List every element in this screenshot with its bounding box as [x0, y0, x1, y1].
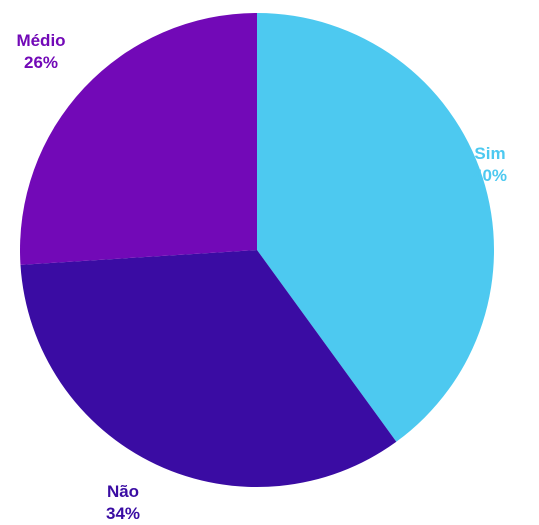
slice-value-medio: 26%: [23, 53, 59, 72]
slice-value-sim: 40%: [472, 166, 508, 185]
pie-slice-nao: [20, 250, 397, 488]
slice-name-nao: Não: [106, 482, 140, 501]
pie-slice-medio: [20, 13, 257, 265]
slice-label-nao: Não 34%: [93, 481, 153, 525]
slice-name-medio: Médio: [16, 31, 66, 50]
slice-label-sim: Sim 40%: [460, 143, 520, 187]
slice-label-medio: Médio 26%: [6, 30, 76, 74]
pie-slice-sim: [257, 13, 495, 442]
slice-name-sim: Sim: [474, 144, 506, 163]
slice-value-nao: 34%: [105, 504, 141, 523]
